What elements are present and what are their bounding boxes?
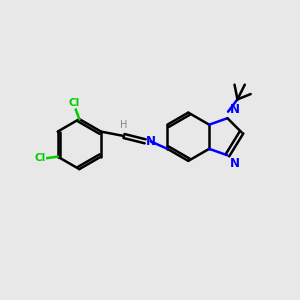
Text: N: N bbox=[230, 157, 240, 170]
Text: Cl: Cl bbox=[69, 98, 80, 108]
Text: N: N bbox=[146, 135, 156, 148]
Text: H: H bbox=[120, 119, 128, 130]
Text: Cl: Cl bbox=[34, 153, 46, 163]
Text: N: N bbox=[230, 103, 240, 116]
